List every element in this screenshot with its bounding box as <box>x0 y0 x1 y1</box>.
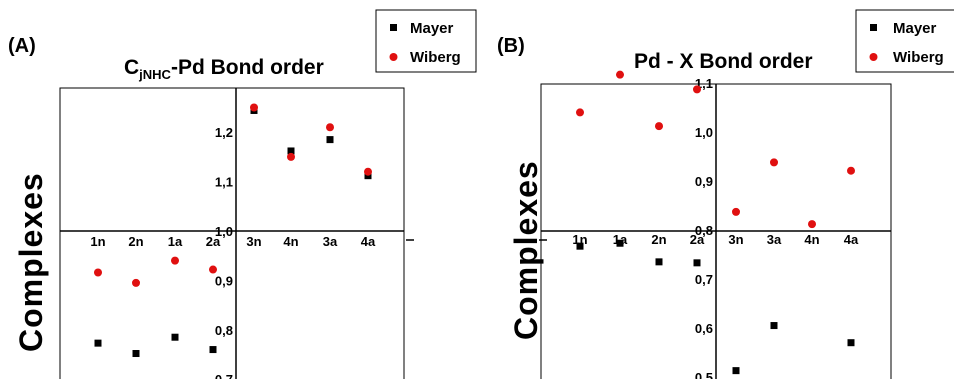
panel-b-category-label: 2a <box>690 232 705 247</box>
panel-a-label: (A) <box>8 35 36 57</box>
panel-b-point-mayer <box>616 239 624 247</box>
panel-b: (B) Pd - X Bond order Complexes 0,5 0,6 0,… <box>497 9 954 379</box>
panel-b-category-label: 4n <box>804 232 819 247</box>
panel-b-category-label: 4a <box>844 232 859 247</box>
panel-a-ytick: 1,0 <box>215 224 233 239</box>
panel-a-category-label: 3n <box>246 234 261 249</box>
panel-b-ylabel: Complexes <box>508 160 544 340</box>
panel-a-ylabel: Complexes <box>13 172 49 352</box>
panel-b-points <box>576 70 855 375</box>
panel-a-ytick: 1,1 <box>215 175 233 190</box>
panel-a-point-mayer <box>171 333 179 341</box>
panel-a-point-wiberg <box>250 103 258 112</box>
panel-a-categories: 1n 2n 1a 2a 3n 4n 3a 4a <box>90 234 376 249</box>
panel-b-point-mayer <box>732 367 740 375</box>
panel-a-legend: Mayer Wiberg <box>375 9 477 73</box>
panel-a-legend-box <box>375 9 477 73</box>
panel-b-ytick: 0,5 <box>695 370 713 379</box>
panel-b-point-wiberg <box>732 207 740 216</box>
panel-b-ytick: 1,0 <box>695 125 713 140</box>
panel-a-category-label: 4a <box>361 234 376 249</box>
panel-a-title-subscript: jNHC <box>138 67 171 82</box>
panel-a-point-wiberg <box>326 123 334 132</box>
panel-a-point-wiberg <box>94 268 102 277</box>
panel-a-point-wiberg <box>364 167 372 176</box>
panel-a-legend-mayer-marker <box>390 24 397 31</box>
panel-b-legend-wiberg-marker <box>869 53 878 61</box>
panel-a-frame <box>59 87 405 379</box>
panel-b-category-label: 3n <box>728 232 743 247</box>
panel-a-title-suffix: -Pd Bond order <box>171 56 324 79</box>
panel-a-point-mayer <box>209 346 217 354</box>
panel-a-point-mayer <box>326 136 334 144</box>
panel-b-category-label: 3a <box>767 232 782 247</box>
panel-b-yticks: 0,50,60,70,80,91,01,1 <box>695 76 713 379</box>
panel-a-ytick: 1,2 <box>215 125 233 140</box>
panel-a-legend-wiberg-marker <box>389 53 398 61</box>
panel-b-point-wiberg <box>693 85 701 94</box>
panel-a-category-label: 1a <box>168 234 183 249</box>
panel-b-point-wiberg <box>770 158 778 167</box>
panel-a-category-label: 2a <box>206 234 221 249</box>
panel-a-point-mayer <box>287 147 295 155</box>
panel-a-ytick: 0,8 <box>215 323 233 338</box>
panel-a-title-prefix: C <box>124 56 139 79</box>
panel-a-points <box>94 103 372 358</box>
panel-b-ytick: 0,6 <box>695 321 713 336</box>
panel-a-legend-wiberg: Wiberg <box>410 49 461 66</box>
panel-b-ytick: 0,7 <box>695 272 713 287</box>
panel-b-legend-wiberg: Wiberg <box>893 49 944 66</box>
panel-b-legend: Mayer Wiberg <box>855 9 954 73</box>
panel-b-legend-mayer-marker <box>870 24 877 31</box>
panel-b-ytick: 0,8 <box>695 223 713 238</box>
panel-b-point-mayer <box>576 242 584 250</box>
panel-a-point-wiberg <box>171 256 179 265</box>
panel-b-categories: 1n 1a 2n 2a 3n 3a 4n 4a <box>572 232 859 247</box>
panel-b-point-mayer <box>693 259 701 267</box>
panel-b-point-wiberg <box>655 122 663 131</box>
panel-a-point-mayer <box>132 350 140 358</box>
panel-b-point-mayer <box>770 322 778 330</box>
panel-a-category-label: 4n <box>283 234 298 249</box>
panel-b-point-mayer <box>847 339 855 347</box>
panel-b-ytick: 0,9 <box>695 174 713 189</box>
panel-b-point-wiberg <box>616 70 624 79</box>
panel-a-ytick: 0,9 <box>215 273 233 288</box>
panel-a-point-wiberg <box>209 265 217 274</box>
panel-a-title: CjNHC-Pd Bond order <box>124 56 324 82</box>
panel-a-category-label: 1n <box>90 234 105 249</box>
panel-b-point-wiberg <box>576 108 584 117</box>
panel-b-label: (B) <box>497 35 525 57</box>
panel-a: (A) CjNHC-Pd Bond order Complexes 0,7 0,8… <box>8 9 477 379</box>
panel-b-legend-mayer: Mayer <box>893 20 937 37</box>
panel-a-point-wiberg <box>132 278 140 287</box>
panel-a-point-mayer <box>94 339 102 347</box>
panel-b-legend-box <box>855 9 954 73</box>
panel-a-category-label: 3a <box>323 234 338 249</box>
panel-b-title: Pd - X Bond order <box>634 50 813 73</box>
panel-a-category-label: 2n <box>128 234 143 249</box>
panel-b-point-wiberg <box>808 220 816 229</box>
panel-b-category-label: 1n <box>572 232 587 247</box>
panel-b-point-wiberg <box>847 166 855 175</box>
panel-b-point-mayer <box>655 258 663 266</box>
panel-a-point-wiberg <box>287 152 295 161</box>
panel-a-legend-mayer: Mayer <box>410 20 454 37</box>
panel-b-category-label: 2n <box>651 232 666 247</box>
panel-a-ytick: 0,7 <box>215 372 233 379</box>
panel-a-yticks: 0,7 0,8 0,9 1,0 1,1 1,2 <box>215 125 233 379</box>
